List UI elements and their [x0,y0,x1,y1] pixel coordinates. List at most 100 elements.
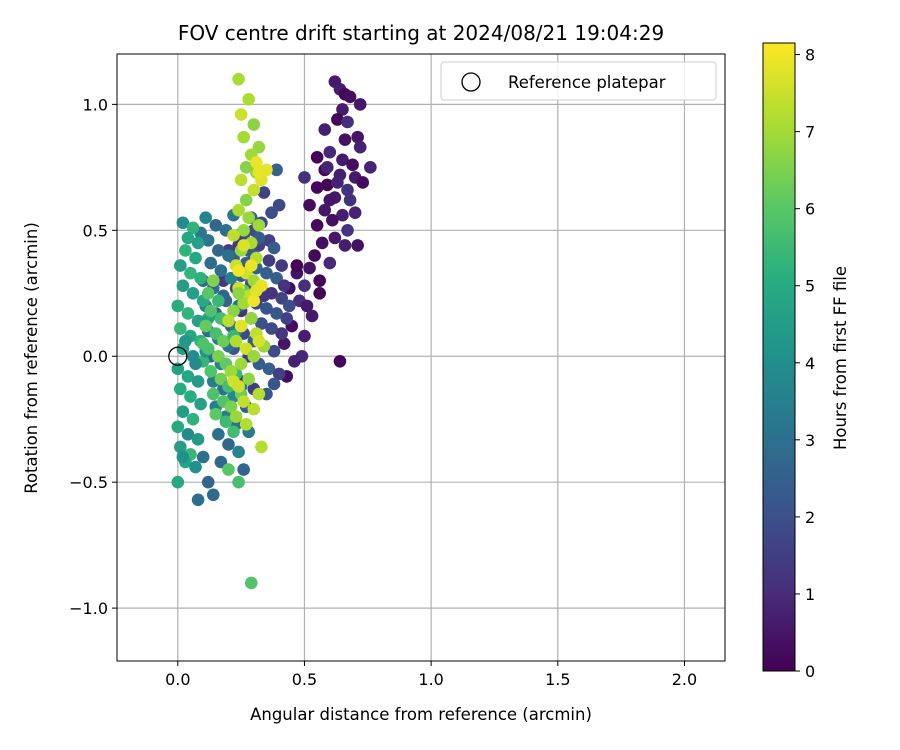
data-point [282,299,296,313]
data-point [320,161,334,174]
data-point [280,312,294,325]
data-point [298,329,311,343]
data-point [176,450,190,464]
data-point [206,488,220,502]
data-point [323,193,337,207]
data-point [186,221,200,235]
y-tick-label: 0.0 [83,347,108,366]
data-point [229,410,243,423]
data-point [341,183,354,197]
data-point [232,475,245,489]
data-point [204,256,218,270]
data-point [336,208,349,222]
data-point [252,334,266,348]
data-point [237,395,250,408]
data-point [217,334,230,348]
data-point [186,286,200,300]
data-point [222,463,235,476]
data-point [336,153,349,167]
data-point [351,239,364,252]
data-point [234,319,248,333]
data-point [189,357,202,371]
data-point [242,93,256,106]
data-point [171,362,185,376]
data-point [176,279,190,293]
data-point [174,259,187,272]
data-point [224,365,238,378]
data-point [305,309,319,323]
data-point [262,362,276,376]
data-point [199,211,212,225]
data-point [353,140,367,154]
data-point [318,123,332,136]
data-point [201,475,215,489]
data-point [310,218,324,232]
data-point [310,181,324,194]
data-point [300,299,314,313]
data-point [174,382,187,396]
data-point [343,193,357,207]
data-point [189,251,202,265]
data-point [346,158,359,172]
data-point [315,236,329,250]
data-point [252,387,266,401]
data-point [227,304,240,318]
data-point [260,302,273,315]
data-point [234,108,248,121]
data-point [331,113,344,126]
colorbar-ticks: 0 1 2 3 4 5 6 7 8 [795,46,815,681]
data-point [186,412,200,426]
data-point [353,98,367,111]
data-point [179,334,192,348]
x-tick-label: 1.0 [418,670,443,689]
data-point [227,425,240,439]
data-point [318,203,332,217]
data-point [212,428,225,441]
data-point [222,314,235,328]
data-point [237,224,250,237]
data-point [320,178,334,192]
y-axis-label: Rotation from reference (arcmin) [22,222,41,494]
data-point [255,279,268,293]
data-point [244,576,258,590]
data-point [303,198,316,212]
data-point [237,297,250,310]
data-point [189,460,202,474]
x-tick-label: 0.0 [165,670,190,689]
data-point [181,428,195,441]
data-point [323,145,337,159]
data-point [267,241,281,255]
data-point [209,407,223,421]
data-point [356,176,370,189]
x-axis-ticks: 0.0 0.5 1.0 1.5 2.0 [165,661,697,689]
data-point [290,259,304,272]
x-tick-label: 1.5 [545,670,570,689]
data-point [206,387,220,401]
x-tick-label: 2.0 [672,670,697,689]
data-point [219,415,233,429]
data-point [333,354,347,368]
reference-point [168,346,188,366]
data-point [232,264,245,277]
colorbar-gradient [762,42,796,672]
colorbar-tick-label: 2 [805,508,815,527]
data-point [247,118,261,131]
colorbar-tick-label: 7 [805,123,815,142]
data-point [247,183,261,197]
data-point [191,375,205,388]
data-point [255,317,268,330]
colorbar-tick-label: 4 [805,354,815,373]
data-point [237,463,250,476]
data-point [242,211,256,225]
colorbar-tick-label: 3 [805,431,815,450]
data-point [338,239,352,252]
data-point [181,231,195,245]
data-point [270,163,283,177]
data-point [201,286,215,300]
colorbar-tick-label: 0 [805,662,815,681]
data-point [196,337,210,350]
data-point [313,274,326,287]
data-point [277,337,291,350]
